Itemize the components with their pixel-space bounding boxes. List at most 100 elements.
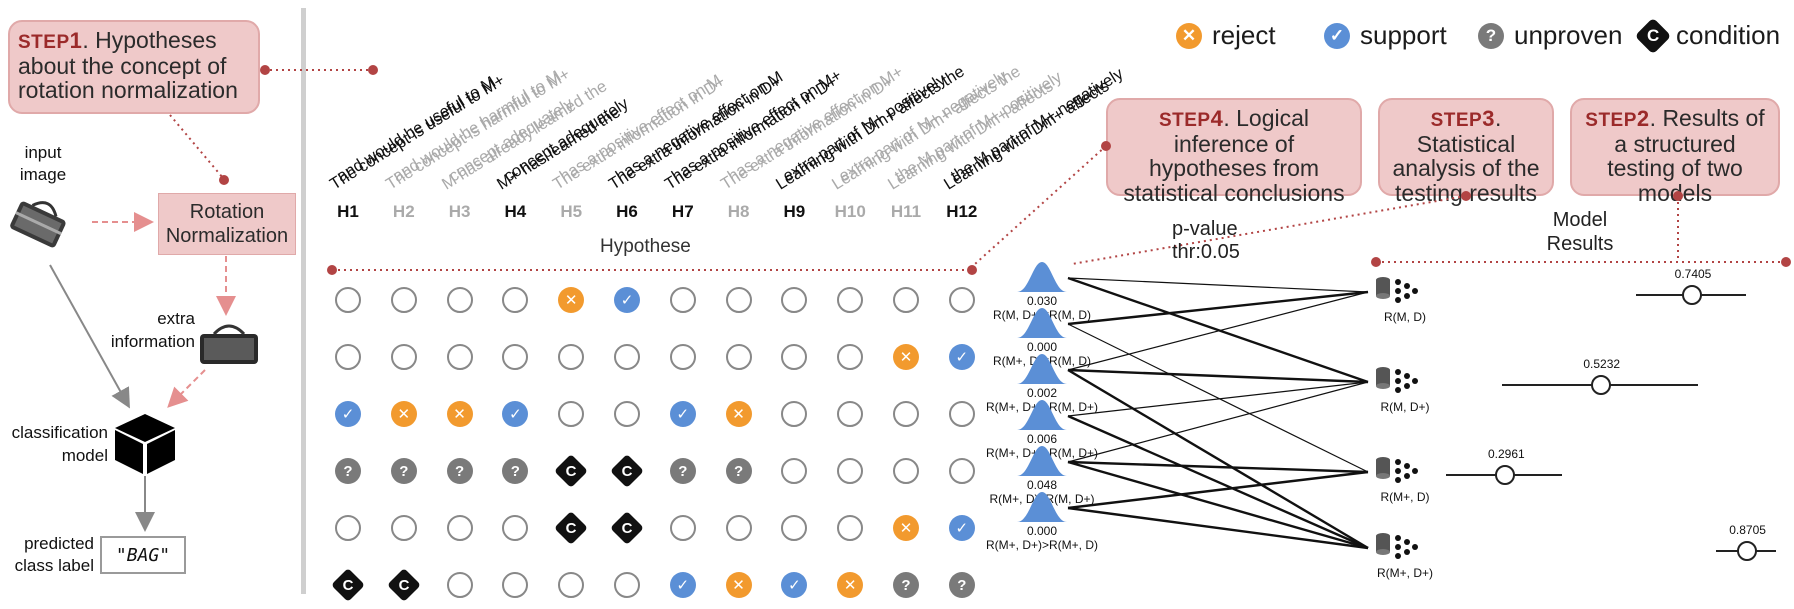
model-label: R(M+, D+) [1376, 566, 1433, 580]
legend-label: reject [1212, 20, 1276, 50]
model-network-icon [1376, 367, 1418, 393]
test-model-link [1067, 470, 1369, 510]
reject-icon: ✕ [1176, 22, 1202, 49]
empty-circle-icon [669, 515, 696, 541]
test-model-link [1067, 291, 1369, 371]
test-model-link [1067, 290, 1369, 326]
input-bag-image [10, 201, 66, 248]
model-network-icon [1376, 457, 1418, 483]
model-header-line2: Results [1546, 233, 1614, 255]
step1-num: 1 [69, 28, 83, 53]
hypothesis-id-h1: H1 [337, 202, 359, 221]
empty-circle-icon [335, 287, 361, 313]
test-model-link [1067, 460, 1369, 550]
support-icon: ✓ [669, 401, 696, 427]
hypothesis-id-h12: H12 [946, 202, 978, 221]
rotation-normalization-box: Rotation Normalization [158, 193, 296, 255]
reject-icon: ✕ [837, 572, 864, 598]
hypothese-label: Hypothese [600, 236, 691, 257]
test-pvalue: 0.000 [1026, 340, 1058, 354]
step4-title: Logical inference of hypotheses from sta… [1123, 105, 1345, 207]
empty-circle-icon [446, 515, 473, 541]
empty-circle-icon [893, 287, 919, 313]
step1-word: STEP [18, 32, 70, 53]
empty-circle-icon [837, 344, 864, 370]
hypothese-rule [327, 265, 977, 275]
model-results-header: Model Results [1530, 208, 1630, 256]
step4-word: STEP [1158, 110, 1211, 131]
empty-circle-icon [614, 401, 640, 427]
step4-box: STEP4. Logical inference of hypotheses f… [1106, 98, 1362, 206]
empty-circle-icon [502, 572, 529, 598]
hypothesis-id-h9: H9 [783, 202, 806, 221]
support-icon: ✓ [502, 401, 529, 427]
step3-num: 3 [1482, 106, 1495, 131]
step-connectors [974, 141, 1791, 267]
step2-word: STEP [1585, 110, 1637, 131]
step3-word: STEP [1430, 110, 1483, 131]
legend-item-reject: ✕ reject [1176, 20, 1276, 51]
model-network-icon [1376, 277, 1418, 303]
support-icon: ✓ [614, 287, 640, 313]
unproven-icon: ? [669, 458, 696, 484]
empty-circle-icon [335, 515, 361, 541]
step3-box: STEP3. Statistical analysis of the testi… [1378, 98, 1554, 206]
test-model-link [1067, 381, 1369, 417]
empty-circle-icon [837, 458, 864, 484]
support-icon: ✓ [781, 572, 808, 598]
hypothesis-id-h2: H2 [392, 202, 415, 221]
reject-icon: ✕ [390, 401, 417, 427]
extra-information-label: extra information [110, 309, 195, 351]
rotation-normalization-label: Rotation Normalization [165, 201, 289, 247]
unproven-icon: ? [725, 458, 752, 484]
test-pvalue: 0.002 [1026, 386, 1058, 400]
model-cube-icon [115, 414, 175, 474]
empty-circle-icon [669, 344, 696, 370]
empty-circle-icon [725, 287, 752, 313]
test-pvalue: 0.030 [1026, 294, 1058, 308]
legend-label: unproven [1514, 20, 1623, 50]
predicted-value: "BAG" [115, 544, 171, 566]
model-label: R(M, D+) [1380, 400, 1430, 414]
legend-item-unproven: ? unproven [1478, 20, 1622, 51]
test-model-link [1067, 414, 1369, 550]
step1-title: Hypotheses about the concept of rotation… [18, 27, 238, 104]
hypothesis-id-h7: H7 [671, 202, 694, 221]
step3-title: Statistical analysis of the testing resu… [1392, 130, 1540, 207]
legend-label: support [1360, 20, 1447, 50]
model-result-value: 0.7405 [1674, 267, 1712, 281]
empty-circle-icon [893, 401, 919, 427]
test-label: R(M+, D+)>R(M+, D) [985, 538, 1098, 552]
test-model-link [1067, 276, 1369, 384]
model-network-icon [1376, 533, 1418, 559]
pvalue-header: p-value thr:0.05 [1172, 218, 1240, 264]
unproven-icon: ? [390, 458, 417, 484]
model-result-value: 0.8705 [1729, 523, 1766, 537]
predicted-class-label: predicted class label [14, 534, 94, 576]
empty-circle-icon [781, 344, 808, 370]
hypothesis-id-h3: H3 [448, 202, 471, 221]
empty-circle-icon [725, 344, 752, 370]
empty-circle-icon [837, 515, 864, 541]
test-model-link [1067, 460, 1369, 474]
empty-circle-icon [948, 287, 975, 313]
reject-icon: ✕ [893, 344, 919, 370]
empty-circle-icon [446, 572, 473, 598]
model-result-mean-marker [1682, 285, 1702, 305]
unproven-icon: ? [948, 572, 975, 598]
test-pvalue: 0.048 [1026, 478, 1058, 492]
empty-circle-icon [781, 458, 808, 484]
model-result-mean-marker [1736, 541, 1757, 561]
empty-circle-icon [390, 287, 417, 313]
unproven-icon: ? [335, 458, 361, 484]
hypothesis-id-h5: H5 [560, 202, 583, 221]
test-pvalue: 0.000 [1026, 524, 1058, 538]
empty-circle-icon [390, 344, 417, 370]
hypothesis-id-h4: H4 [504, 202, 527, 221]
support-icon: ✓ [1324, 22, 1350, 49]
hypothesis-id-h10: H10 [834, 202, 866, 221]
unproven-icon: ? [502, 458, 529, 484]
empty-circle-icon [558, 401, 585, 427]
test-model-link [1067, 368, 1369, 550]
